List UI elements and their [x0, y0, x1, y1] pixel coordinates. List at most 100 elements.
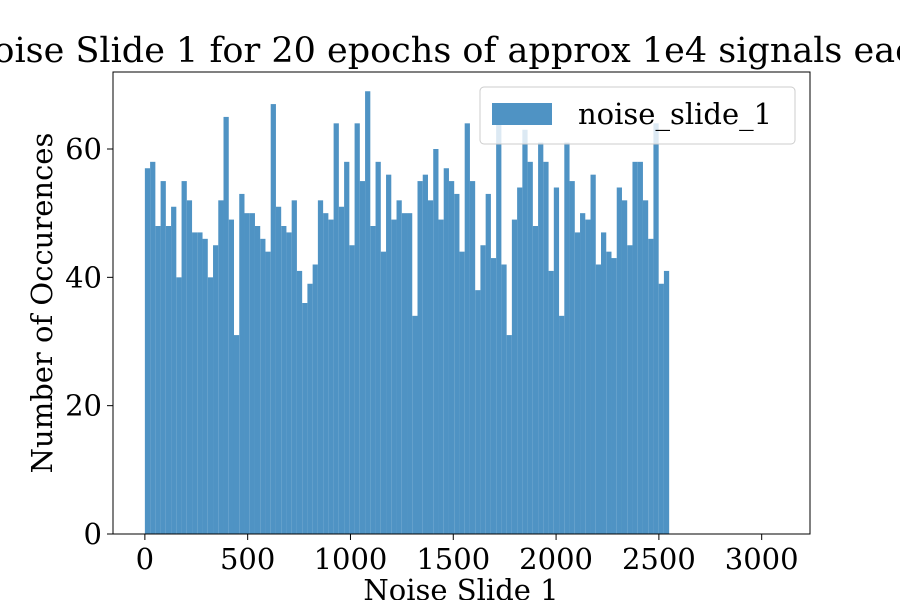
histogram-bar: [160, 181, 166, 535]
histogram-bar: [417, 181, 423, 535]
histogram-bar: [176, 277, 182, 534]
histogram-bar: [422, 174, 428, 534]
histogram-bar: [328, 219, 334, 535]
histogram-bar: [469, 181, 476, 535]
histogram-bar: [574, 232, 581, 534]
histogram-bar: [323, 213, 329, 534]
histogram-bar: [585, 219, 591, 535]
histogram-bar: [338, 206, 345, 534]
histogram-bar: [296, 270, 303, 534]
histogram-bar: [155, 226, 161, 534]
x-tick-label: 0: [136, 542, 154, 576]
histogram-bar: [233, 335, 240, 534]
histogram-bar: [218, 200, 224, 535]
histogram-bar: [391, 219, 397, 535]
histogram-bar: [517, 187, 523, 534]
y-tick-label: 40: [65, 260, 102, 294]
histogram-bar: [548, 270, 554, 534]
x-tick-label: 1000: [314, 542, 388, 576]
plot-frame: [112, 71, 811, 535]
histogram-bar: [207, 277, 214, 534]
histogram-bar: [506, 335, 512, 534]
x-axis-label: Noise Slide 1: [363, 573, 558, 600]
x-tick-label: 3000: [725, 542, 799, 576]
histogram-bar: [317, 200, 324, 535]
histogram-bar: [532, 226, 539, 534]
histogram-bar: [312, 264, 318, 534]
histogram-bar: [485, 193, 491, 534]
histogram-bar: [642, 200, 649, 535]
histogram-bar: [365, 91, 371, 534]
histogram-bar: [527, 161, 533, 535]
histogram-bar: [396, 200, 402, 535]
histogram-bar: [380, 251, 387, 534]
histogram-bar: [171, 206, 177, 534]
histogram-bar: [454, 193, 460, 534]
histogram-bar: [197, 232, 203, 534]
x-tick-label: 2000: [519, 542, 593, 576]
histogram-bar: [249, 213, 255, 534]
histogram-bar: [658, 283, 664, 534]
histogram-bar: [559, 315, 565, 534]
histogram-bar: [459, 251, 465, 534]
chart-title: Noise Slide 1 for 20 epochs of approx 1e…: [0, 31, 900, 71]
histogram-bar: [144, 168, 151, 534]
histogram-bar: [265, 251, 271, 534]
histogram-bar: [543, 161, 549, 535]
histogram-bar: [270, 104, 276, 534]
histogram-bar: [606, 251, 612, 534]
histogram-bar: [150, 161, 156, 535]
histogram-bar: [213, 245, 219, 534]
x-axis-ticks: 0 500 1000 1500 2000 2500 3000: [136, 534, 799, 576]
histogram-bar: [627, 245, 633, 534]
histogram-bar: [448, 181, 455, 535]
histogram-bar: [281, 226, 287, 534]
histogram-bar: [286, 232, 292, 534]
x-tick-label: 2500: [622, 542, 696, 576]
histogram-bar: [443, 168, 449, 534]
x-tick-label: 1500: [416, 542, 490, 576]
histogram-bar: [412, 315, 418, 534]
histogram-bar: [186, 200, 193, 535]
histogram-bar: [553, 187, 560, 534]
histogram-bar: [254, 226, 261, 534]
legend: noise_slide_1: [479, 86, 796, 145]
y-tick-label: 0: [84, 517, 102, 551]
histogram-bar: [580, 213, 586, 534]
y-tick-label: 60: [65, 132, 102, 166]
histogram-bar: [165, 226, 172, 534]
histogram-bar: [401, 213, 408, 534]
histogram-bar: [181, 181, 187, 535]
histogram-bar: [370, 226, 376, 534]
histogram-bar: [302, 303, 308, 534]
histogram-bar: [354, 123, 360, 534]
histogram-bar: [244, 213, 250, 534]
histogram-bar: [511, 219, 518, 535]
histogram-bar: [569, 181, 575, 535]
legend-swatch: [492, 103, 552, 125]
histogram-bar: [427, 200, 434, 535]
histogram-bar: [433, 149, 439, 534]
histogram-bar: [344, 161, 350, 535]
legend-label: noise_slide_1: [578, 97, 772, 132]
histogram-bar: [611, 258, 617, 534]
legend-frame: [479, 86, 796, 145]
histogram-bar: [590, 174, 596, 534]
histogram-bar: [653, 123, 659, 534]
histogram-bar: [192, 232, 198, 534]
histogram-bar: [616, 187, 622, 534]
histogram-bar: [496, 104, 502, 534]
x-tick-label: 500: [220, 542, 275, 576]
histogram-bar: [239, 193, 245, 534]
histogram-bar: [202, 238, 208, 535]
histogram-bar: [632, 161, 638, 535]
y-axis-ticks: 0 20 40 60: [65, 132, 113, 551]
histogram-bar: [621, 200, 628, 535]
histogram-bar: [480, 245, 486, 534]
histogram-bar: [438, 219, 444, 535]
histogram-bar: [637, 161, 643, 535]
histogram-bar: [475, 290, 481, 534]
histogram-bar: [375, 161, 381, 535]
